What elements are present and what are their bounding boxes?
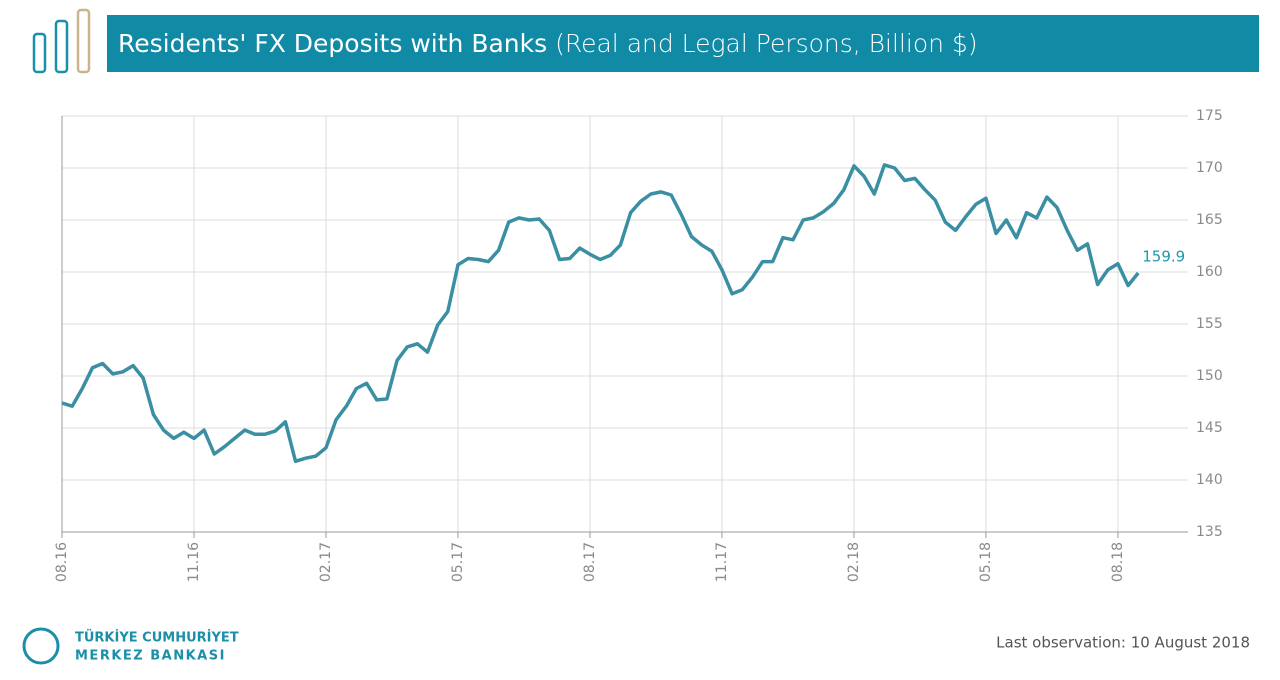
header-icon	[32, 8, 91, 74]
x-tick-label: 11.17	[714, 542, 730, 582]
x-tick-label: 11.16	[186, 542, 202, 582]
y-tick-label: 140	[1196, 472, 1223, 488]
footnote: Last observation: 10 August 2018	[996, 634, 1250, 652]
chart-title: Residents' FX Deposits with Banks (Real …	[118, 29, 978, 58]
x-tick-label: 08.17	[582, 542, 598, 582]
y-tick-label: 135	[1196, 524, 1223, 540]
title: Residents' FX Deposits with Banks	[118, 29, 547, 58]
y-tick-label: 170	[1196, 160, 1223, 176]
end-value-label: 159.9	[1142, 248, 1185, 266]
y-tick-label: 155	[1196, 316, 1223, 332]
logo-line2: MERKEZ BANKASI	[75, 649, 226, 664]
y-tick-label: 150	[1196, 368, 1223, 384]
x-tick-label: 02.17	[318, 542, 334, 582]
x-tick-label: 08.16	[54, 542, 70, 582]
logo-line1: TÜRKİYE CUMHURİYET	[75, 630, 239, 646]
y-tick-label: 145	[1196, 420, 1223, 436]
y-tick-label: 175	[1196, 108, 1223, 124]
x-tick-label: 02.18	[846, 542, 862, 582]
logo: TÜRKİYE CUMHURİYET MERKEZ BANKASI	[22, 627, 239, 665]
x-tick-label: 05.18	[978, 542, 994, 582]
logo-emblem	[22, 627, 60, 665]
x-tick-label: 05.17	[450, 542, 466, 582]
x-tick-label: 08.18	[1110, 542, 1126, 582]
y-tick-label: 165	[1196, 212, 1223, 228]
y-tick-label: 160	[1196, 264, 1223, 280]
header-bar	[107, 15, 1259, 72]
line	[61, 163, 1140, 464]
subtitle: (Real and Legal Persons, Billion $)	[555, 29, 978, 58]
